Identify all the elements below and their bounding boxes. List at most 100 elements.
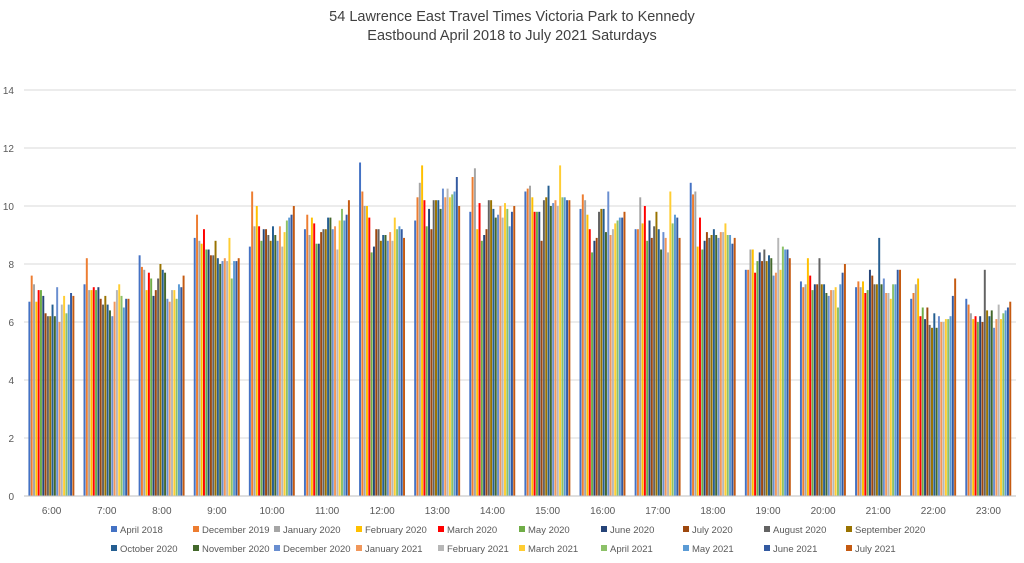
bar: [949, 316, 952, 496]
bar: [510, 211, 513, 497]
bar: [843, 264, 846, 496]
bar: [414, 220, 417, 496]
bar: [278, 226, 281, 497]
bar: [389, 232, 392, 496]
bar: [432, 200, 435, 496]
bar: [777, 237, 780, 496]
bar: [53, 316, 56, 496]
bar: [868, 269, 871, 496]
bar: [343, 220, 346, 496]
bar: [439, 208, 442, 496]
bar: [70, 293, 73, 496]
bar: [180, 287, 183, 496]
legend-label: June 2021: [773, 544, 817, 555]
bar: [832, 290, 835, 496]
bar: [478, 203, 481, 496]
bar: [230, 278, 233, 496]
bar: [609, 235, 612, 496]
axes: 0 2 4 6 8 10 12 14 6:00 7:00 8:00 9:00 10:00 11:00 12:…: [3, 86, 1016, 517]
bar: [150, 278, 153, 496]
bar: [882, 278, 885, 496]
bar: [67, 304, 70, 496]
x-tick-label: 19:00: [755, 506, 780, 517]
bar: [384, 235, 387, 496]
bar: [152, 295, 155, 496]
bar: [988, 316, 991, 496]
bar: [451, 194, 454, 496]
bar: [894, 284, 897, 496]
legend-swatch: [764, 545, 770, 551]
bar: [341, 208, 343, 496]
bar: [779, 269, 782, 496]
bar: [993, 327, 996, 496]
bar: [636, 229, 639, 496]
bar: [95, 290, 98, 496]
y-tick-label: 14: [3, 86, 15, 97]
bar: [331, 229, 334, 496]
bar: [547, 185, 550, 496]
bar: [292, 206, 295, 496]
bar: [799, 281, 802, 496]
x-tick-label: 11:00: [315, 506, 340, 517]
bar: [912, 293, 915, 496]
bar: [60, 304, 63, 496]
bar: [593, 240, 596, 496]
bar: [827, 295, 830, 496]
bar: [396, 229, 399, 496]
bar: [786, 249, 789, 496]
bar: [63, 295, 66, 496]
bar: [347, 200, 350, 496]
bar: [643, 206, 646, 496]
bar: [58, 322, 61, 496]
bar: [671, 223, 674, 496]
legend-label: July 2020: [692, 525, 733, 536]
legend-swatch: [438, 545, 444, 551]
legend: April 2018 December 2019 January 2020 Febru…: [111, 525, 925, 555]
bar: [657, 229, 660, 496]
bar: [751, 249, 754, 496]
bar: [366, 206, 368, 496]
bar: [398, 226, 401, 497]
bar: [1000, 319, 1002, 496]
bar: [44, 313, 47, 496]
bar: [660, 249, 663, 496]
legend-label: February 2020: [365, 525, 427, 536]
bar: [483, 235, 486, 496]
bar: [508, 226, 511, 497]
bar: [811, 290, 814, 496]
bar: [614, 223, 617, 496]
x-tick-label: 12:00: [370, 506, 395, 517]
bars: [28, 162, 1012, 497]
bar: [393, 217, 396, 496]
bar: [157, 278, 160, 496]
bar: [423, 200, 426, 496]
bar: [28, 301, 31, 496]
x-tick-label: 6:00: [42, 506, 62, 517]
bar: [106, 304, 109, 496]
bar: [566, 200, 569, 496]
y-tick-label: 12: [3, 144, 15, 155]
bar: [221, 261, 224, 496]
bar: [46, 316, 49, 496]
bar: [370, 252, 373, 496]
bar: [552, 203, 555, 496]
bar: [823, 284, 826, 496]
bar: [758, 252, 761, 496]
legend-swatch: [683, 526, 689, 532]
bar: [72, 295, 75, 496]
bar: [878, 237, 881, 496]
bar: [545, 197, 548, 497]
bar: [437, 200, 440, 496]
legend-swatch: [519, 545, 525, 551]
bar: [382, 235, 385, 496]
legend-swatch: [111, 545, 117, 551]
bar: [692, 194, 695, 496]
bar: [954, 278, 957, 496]
bar: [403, 237, 406, 496]
bar: [161, 269, 164, 496]
bar: [710, 235, 713, 496]
bar: [140, 266, 143, 496]
bar: [1004, 310, 1007, 496]
bar: [781, 246, 784, 496]
bar: [974, 316, 977, 496]
